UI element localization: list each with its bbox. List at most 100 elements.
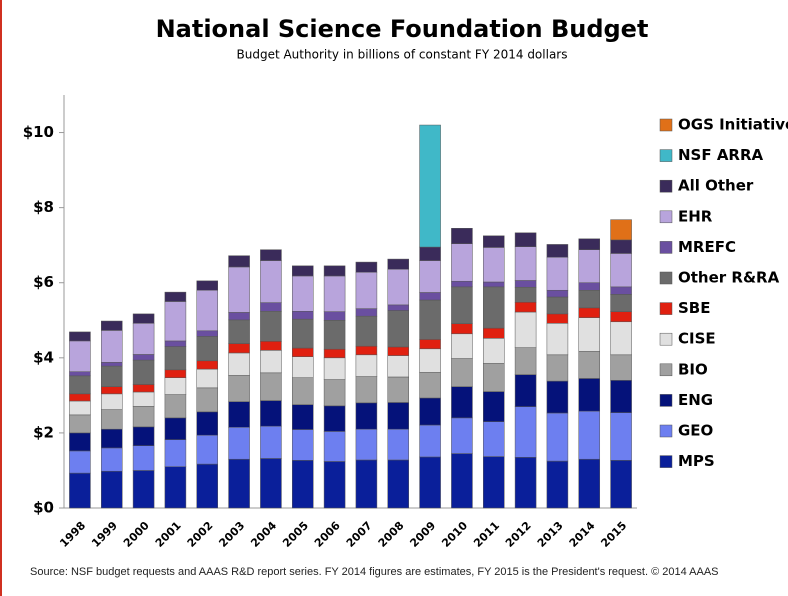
bar-segment [228, 312, 250, 321]
bar-segment [260, 302, 282, 312]
bar-segment [546, 289, 569, 298]
legend-swatch [659, 424, 673, 438]
legend-label: MPS [678, 452, 715, 470]
legend-label: OGS Initiative [678, 116, 788, 134]
bar-segment [228, 266, 250, 313]
bar-segment [451, 333, 473, 359]
bar-segment [164, 466, 187, 509]
y-tick-label: $4 [33, 348, 54, 366]
legend-label: All Other [678, 177, 754, 195]
bar-segment [196, 368, 219, 389]
legend-label: GEO [678, 422, 713, 440]
legend-swatch [659, 302, 673, 315]
x-tick-label: 2005 [280, 519, 311, 550]
bar-segment [260, 311, 282, 342]
y-tick-label: $6 [33, 273, 54, 291]
bar-segment [291, 377, 314, 406]
legend-swatch [659, 271, 673, 285]
bar-segment [546, 244, 569, 258]
bar-segment [132, 384, 155, 393]
bar-segment [546, 354, 569, 382]
bar-segment [164, 346, 187, 371]
bar-segment [69, 400, 91, 416]
legend-swatch [659, 363, 673, 377]
bar-segment [451, 286, 473, 324]
bar-segment [578, 317, 601, 352]
bar-segment [610, 286, 632, 295]
bar-segment [100, 409, 123, 430]
bar-segment [164, 340, 187, 347]
bar-segment [419, 292, 441, 301]
bar-segment [69, 340, 91, 372]
bar-segment [260, 458, 282, 509]
bar-segment [578, 289, 601, 309]
x-tick-label: 2006 [312, 519, 343, 550]
bar-segment [387, 402, 410, 430]
bar-segment [578, 238, 601, 250]
bar-segment [100, 330, 123, 363]
bar-segment [323, 311, 346, 321]
bar-segment [387, 310, 410, 348]
bar-segment [514, 302, 537, 313]
bar-segment [260, 350, 282, 374]
legend-label: ENG [678, 391, 713, 409]
bar-segment [387, 355, 410, 378]
bar-segment [419, 372, 441, 399]
bar-segment [514, 457, 537, 509]
x-tick-label: 2004 [248, 519, 279, 550]
x-tick-label: 2003 [216, 519, 247, 550]
bar-segment [355, 315, 378, 347]
bar-segment [546, 460, 569, 509]
x-tick-label: 2010 [439, 519, 470, 550]
bar-segment [323, 320, 346, 350]
bar-segment [419, 260, 441, 293]
bar-segment [323, 357, 346, 380]
x-tick-label: 2013 [535, 519, 566, 550]
bar-segment [228, 352, 250, 376]
bar-segment [451, 323, 473, 335]
legend-label: BIO [678, 360, 708, 378]
bar-segment [514, 347, 537, 375]
bar-segment [323, 275, 346, 312]
bar-segment [228, 255, 250, 268]
bar-segment [323, 379, 346, 407]
bar-segment [419, 397, 441, 426]
bar-segment [419, 348, 441, 373]
x-tick-label: 2014 [567, 519, 598, 550]
bar-segment [100, 447, 123, 472]
bar-segment [387, 376, 410, 403]
bar-segment [482, 235, 505, 248]
bar-segment [482, 286, 505, 329]
bar-segment [546, 323, 569, 356]
bar-segment [482, 391, 505, 422]
bar-segment [514, 232, 537, 247]
y-tick-label: $10 [23, 123, 54, 141]
legend-swatch [659, 179, 673, 193]
bar-segment [323, 265, 346, 277]
bar-segment [69, 414, 91, 434]
bar-segment [546, 313, 569, 324]
bar-segment [578, 351, 601, 379]
bar-segment [196, 336, 219, 362]
bar-segment [482, 281, 505, 288]
bar-segment [196, 360, 219, 370]
bar-segment [419, 424, 441, 458]
bar-segment [451, 417, 473, 454]
bar-segment [323, 405, 346, 432]
bar-segment [291, 311, 314, 320]
bar-segment [228, 343, 250, 354]
source-note: Source: NSF budget requests and AAAS R&D… [30, 566, 719, 578]
x-tick-label: 1999 [89, 519, 120, 550]
bar-segment [355, 261, 378, 273]
bar-segment [69, 450, 91, 474]
bar-segment [355, 271, 378, 309]
bar-segment [164, 417, 187, 440]
bar-segment [482, 327, 505, 339]
bar-segment [355, 376, 378, 404]
bar-segment [355, 428, 378, 461]
bar-segment [228, 401, 250, 428]
bar-segment [291, 275, 314, 312]
bar-segment [419, 124, 441, 248]
bar-segment [514, 280, 537, 288]
bar-segment [355, 354, 378, 377]
